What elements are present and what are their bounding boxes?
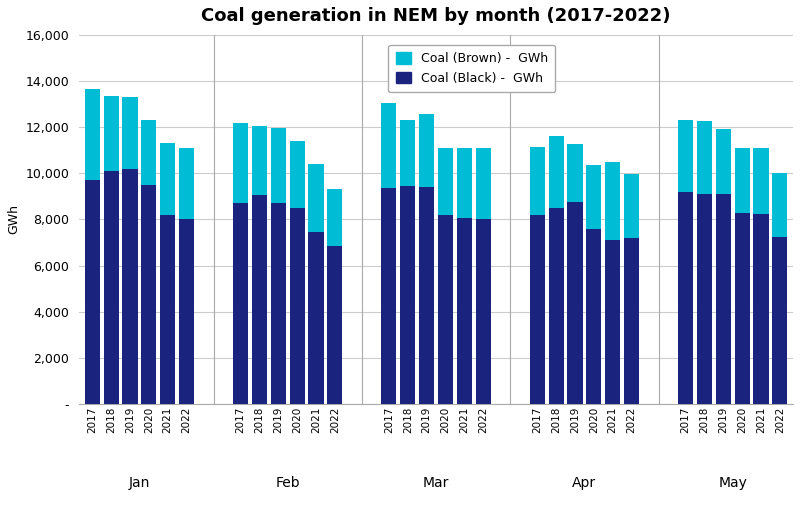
- Bar: [309, 232, 323, 404]
- Bar: [142, 120, 157, 185]
- Text: May: May: [718, 476, 747, 490]
- Bar: [716, 194, 731, 404]
- Title: Coal generation in NEM by month (2017-2022): Coal generation in NEM by month (2017-20…: [202, 7, 671, 25]
- Bar: [438, 215, 453, 404]
- Bar: [457, 218, 472, 404]
- Bar: [605, 162, 620, 240]
- Bar: [605, 240, 620, 404]
- Bar: [327, 190, 342, 246]
- Y-axis label: GWh: GWh: [7, 205, 20, 235]
- Bar: [309, 164, 323, 232]
- Bar: [252, 126, 267, 195]
- Bar: [567, 202, 582, 404]
- Bar: [586, 228, 602, 404]
- Bar: [270, 203, 286, 404]
- Bar: [142, 185, 157, 404]
- Bar: [160, 143, 175, 215]
- Bar: [772, 174, 787, 237]
- Bar: [678, 120, 693, 192]
- Bar: [624, 175, 639, 238]
- Bar: [476, 220, 490, 404]
- Bar: [530, 215, 545, 404]
- Bar: [290, 208, 305, 404]
- Bar: [400, 186, 415, 404]
- Bar: [438, 148, 453, 215]
- Bar: [549, 208, 564, 404]
- Text: Jan: Jan: [129, 476, 150, 490]
- Bar: [734, 148, 750, 212]
- Bar: [419, 187, 434, 404]
- Bar: [160, 215, 175, 404]
- Bar: [678, 192, 693, 404]
- Text: Mar: Mar: [423, 476, 450, 490]
- Bar: [104, 171, 118, 404]
- Bar: [567, 145, 582, 202]
- Bar: [233, 203, 248, 404]
- Bar: [734, 212, 750, 404]
- Bar: [104, 96, 118, 171]
- Bar: [252, 195, 267, 404]
- Bar: [419, 114, 434, 187]
- Legend: Coal (Brown) -  GWh, Coal (Black) -  GWh: Coal (Brown) - GWh, Coal (Black) - GWh: [388, 45, 555, 92]
- Bar: [716, 130, 731, 194]
- Bar: [772, 237, 787, 404]
- Bar: [327, 246, 342, 404]
- Bar: [476, 148, 490, 220]
- Bar: [697, 194, 712, 404]
- Bar: [85, 180, 100, 404]
- Bar: [754, 148, 769, 213]
- Bar: [586, 165, 602, 228]
- Bar: [530, 147, 545, 215]
- Bar: [457, 148, 472, 218]
- Bar: [697, 121, 712, 194]
- Text: Apr: Apr: [572, 476, 597, 490]
- Bar: [549, 136, 564, 208]
- Bar: [85, 89, 100, 180]
- Bar: [290, 141, 305, 208]
- Bar: [754, 213, 769, 404]
- Bar: [122, 97, 138, 169]
- Bar: [400, 120, 415, 186]
- Bar: [382, 188, 397, 404]
- Bar: [122, 169, 138, 404]
- Text: Feb: Feb: [275, 476, 300, 490]
- Bar: [233, 123, 248, 203]
- Bar: [179, 220, 194, 404]
- Bar: [624, 238, 639, 404]
- Bar: [270, 128, 286, 203]
- Bar: [382, 103, 397, 188]
- Bar: [179, 148, 194, 220]
